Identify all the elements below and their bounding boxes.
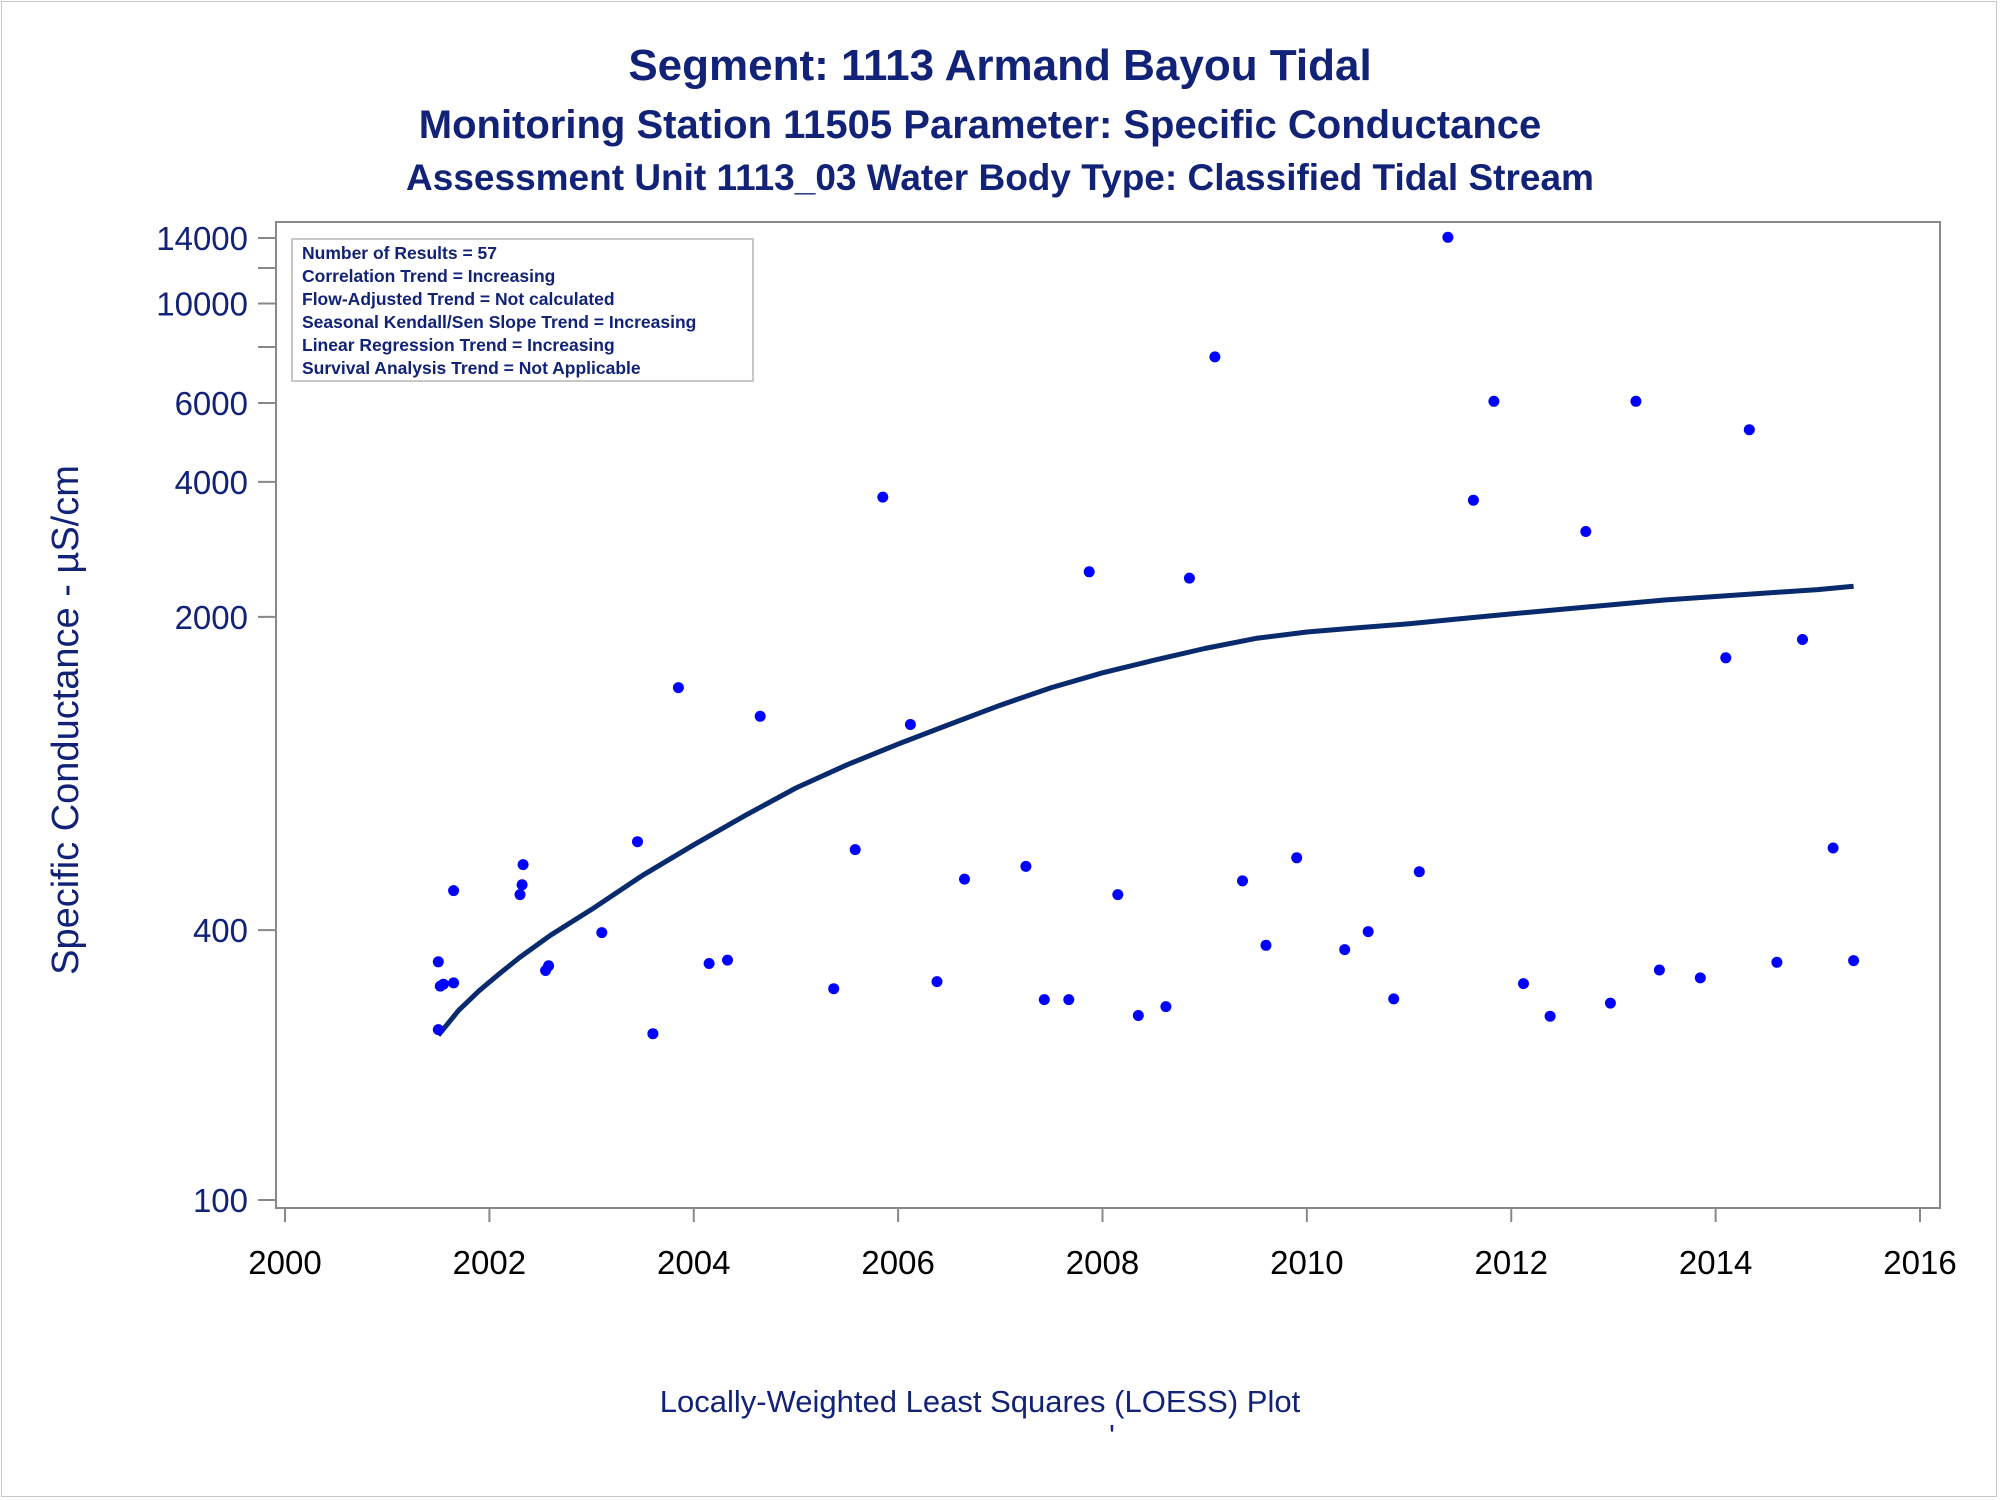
x-tick-label: 2004 — [657, 1244, 730, 1281]
data-point — [1630, 395, 1642, 407]
stat-correlation-trend: Correlation Trend = Increasing — [302, 266, 555, 286]
data-point — [877, 491, 889, 503]
x-tick-label: 2002 — [453, 1244, 526, 1281]
data-point — [448, 885, 460, 897]
y-tick-label: 2000 — [175, 599, 248, 636]
data-point — [722, 954, 733, 966]
data-point — [672, 682, 684, 694]
data-point — [1132, 1010, 1144, 1021]
chart-title: Segment: 1113 Armand Bayou Tidal — [628, 41, 1371, 90]
y-axis-label: Specific Conductance - µS/cm — [45, 465, 87, 975]
loess-curve — [436, 583, 1854, 1037]
data-point — [1442, 231, 1454, 243]
data-point — [516, 879, 528, 891]
chart-footnote: Locally-Weighted Least Squares (LOESS) P… — [660, 1384, 1301, 1419]
data-point — [904, 719, 916, 730]
x-tick-label: 2016 — [1883, 1244, 1956, 1281]
x-tick-label: 2010 — [1270, 1244, 1343, 1281]
y-tick-label: 6000 — [175, 385, 248, 422]
data-point — [1291, 852, 1303, 864]
data-point — [647, 1028, 659, 1040]
chart-subtitle-assessment: Assessment Unit 1113_03 Water Body Type:… — [406, 157, 1594, 198]
data-point — [1720, 652, 1732, 664]
data-point — [1183, 572, 1195, 584]
y-tick-label: 14000 — [156, 220, 248, 257]
data-point — [1827, 842, 1839, 854]
data-point — [1604, 997, 1616, 1009]
data-point — [1260, 939, 1272, 951]
y-tick-label: 10000 — [156, 286, 248, 323]
x-tick-label: 2014 — [1679, 1244, 1752, 1281]
data-point — [543, 960, 555, 972]
data-point — [1083, 566, 1095, 578]
data-point — [931, 976, 943, 988]
data-point — [849, 844, 861, 856]
data-point — [1339, 944, 1351, 956]
data-point — [448, 977, 460, 989]
data-point — [828, 983, 840, 995]
x-tick-label: 2008 — [1066, 1244, 1139, 1281]
data-point — [1518, 978, 1529, 990]
stat-linear-regression-trend: Linear Regression Trend = Increasing — [302, 335, 615, 355]
data-point — [1362, 926, 1374, 938]
data-point — [1038, 994, 1050, 1006]
data-point — [1388, 993, 1400, 1005]
stat-survival-analysis-trend: Survival Analysis Trend = Not Applicable — [302, 358, 641, 378]
footnote-mark: ' — [1109, 1418, 1115, 1453]
data-point — [703, 958, 715, 969]
data-point — [1653, 964, 1665, 976]
data-point — [1848, 955, 1860, 967]
data-point — [632, 836, 643, 848]
data-point — [1580, 526, 1592, 537]
chart-subtitle-station: Monitoring Station 11505 Parameter: Spec… — [419, 103, 1542, 147]
y-tick-label: 100 — [193, 1182, 248, 1219]
data-point — [1112, 889, 1124, 901]
stat-flow-adjusted-trend: Flow-Adjusted Trend = Not calculated — [302, 289, 615, 309]
data-point — [596, 927, 608, 939]
stat-number-of-results: Number of Results = 57 — [302, 243, 497, 263]
data-point — [1467, 494, 1479, 506]
data-point — [1160, 1001, 1172, 1013]
x-tick-label: 2012 — [1475, 1244, 1548, 1281]
data-point — [1771, 956, 1783, 968]
data-point — [1020, 860, 1032, 872]
data-point — [517, 859, 529, 871]
data-point — [959, 873, 970, 885]
data-point — [437, 978, 449, 990]
data-point — [1209, 351, 1221, 363]
data-point — [1488, 395, 1500, 407]
data-point — [754, 710, 766, 722]
data-point — [1413, 866, 1425, 878]
data-point — [1063, 994, 1075, 1006]
x-tick-label: 2000 — [248, 1244, 321, 1281]
data-point — [432, 956, 444, 968]
y-tick-label: 4000 — [175, 464, 248, 501]
data-point — [432, 1024, 444, 1036]
trend-stats-box: Number of Results = 57 Correlation Trend… — [291, 238, 754, 382]
data-point — [1743, 424, 1755, 436]
data-point — [1237, 875, 1248, 887]
x-tick-label: 2006 — [861, 1244, 934, 1281]
stat-seasonal-kendall-trend: Seasonal Kendall/Sen Slope Trend = Incre… — [302, 312, 696, 332]
data-point — [1797, 634, 1808, 645]
data-point — [1544, 1010, 1556, 1022]
data-point — [1694, 972, 1706, 984]
data-point — [514, 889, 526, 901]
y-tick-label: 400 — [193, 912, 248, 949]
